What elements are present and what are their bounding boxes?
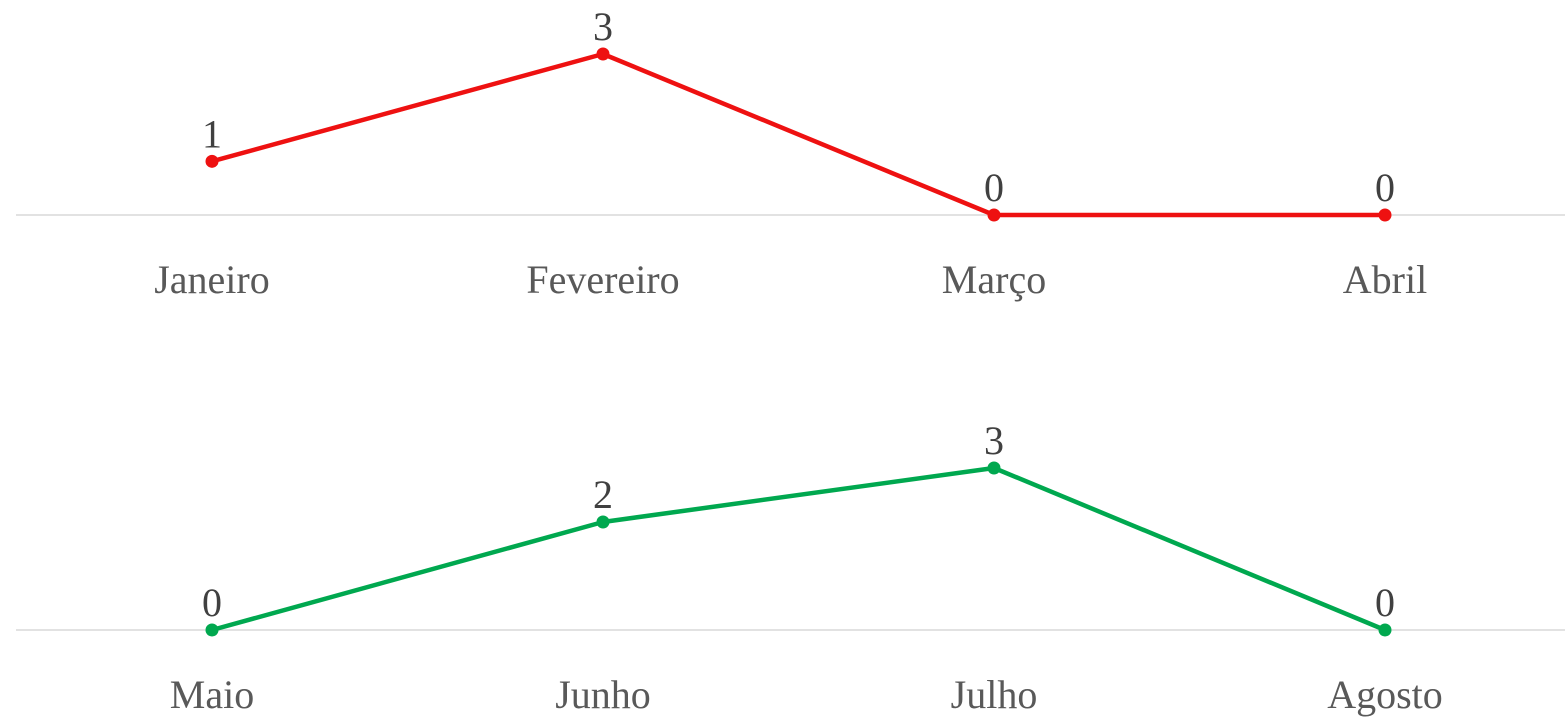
x-tick-label: Fevereiro [526, 257, 679, 302]
point [205, 623, 219, 637]
value-label: 0 [1375, 580, 1395, 625]
point [987, 461, 1001, 475]
x-tick-label: Julho [951, 672, 1038, 717]
x-tick-label: Janeiro [154, 257, 270, 302]
value-label: 3 [593, 4, 613, 49]
point [596, 515, 610, 529]
line [211, 465, 1386, 633]
line [211, 51, 1385, 218]
x-tick-label: Junho [555, 672, 651, 717]
value-label: 0 [1375, 165, 1395, 210]
point [987, 208, 1001, 222]
value-label: 2 [593, 472, 613, 517]
point [1378, 208, 1392, 222]
value-label: 1 [202, 111, 222, 156]
x-tick-label: Agosto [1327, 672, 1443, 717]
value-label: 3 [984, 418, 1004, 463]
x-tick-label: Março [942, 257, 1046, 302]
point [205, 154, 219, 168]
value-label: 0 [984, 165, 1004, 210]
point [596, 47, 610, 61]
x-tick-label: Maio [170, 672, 254, 717]
x-tick-label: Abril [1343, 257, 1427, 302]
value-label: 0 [202, 580, 222, 625]
point [1378, 623, 1392, 637]
